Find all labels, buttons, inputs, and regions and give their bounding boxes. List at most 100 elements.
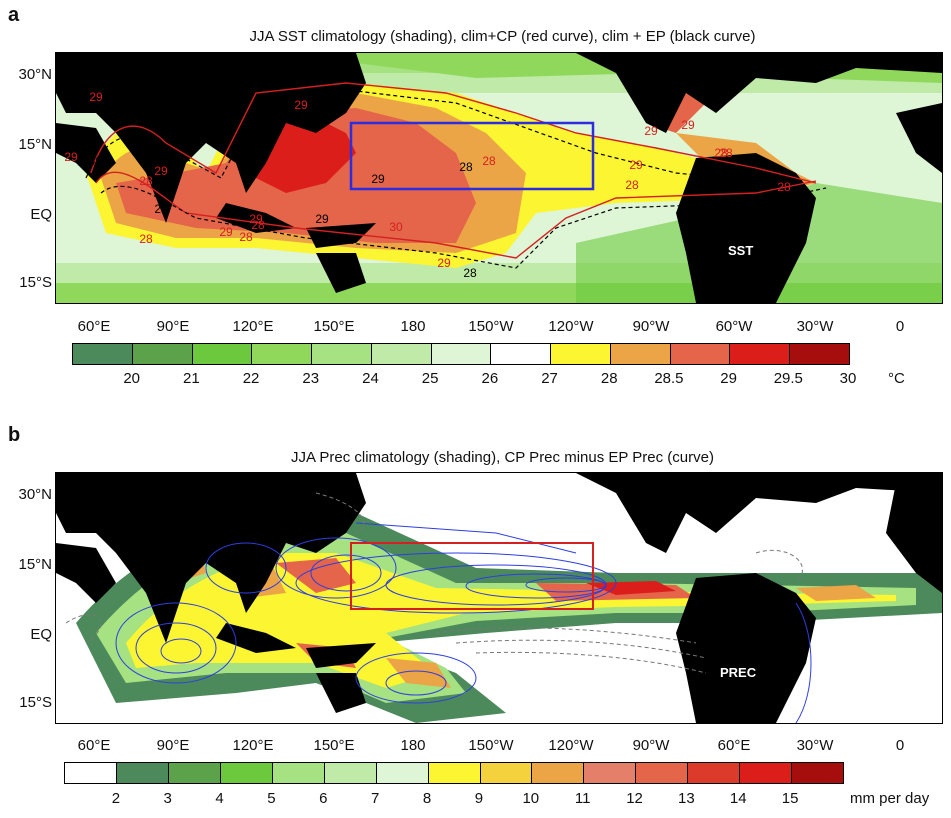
contour-label: 29 — [154, 202, 168, 216]
colorbar-swatch — [551, 344, 611, 364]
contour-label: 28 — [777, 180, 791, 194]
colorbar-tick-label: 29.5 — [773, 370, 803, 387]
lon-label: 0 — [895, 737, 905, 754]
precip-map: PREC — [55, 472, 943, 724]
contour-label: 29 — [629, 158, 643, 172]
panel-b-letter: b — [8, 424, 21, 446]
colorbar-swatch — [132, 344, 193, 364]
contour-label: 29 — [154, 164, 168, 178]
lon-label: 60°E — [77, 737, 111, 754]
lon-label: 150°E — [313, 737, 355, 754]
colorbar-tick-label: 29 — [720, 370, 737, 387]
colorbar-swatch — [491, 344, 552, 364]
colorbar-swatch — [688, 763, 741, 783]
contour-label: 28 — [625, 178, 639, 192]
contour-label: 29 — [249, 212, 263, 226]
lon-label: 0 — [895, 318, 905, 335]
sst-map: 29 29 29 28 28 29 29 29 28 29 28 28 29 2… — [55, 52, 943, 304]
contour-label: 28 — [459, 160, 473, 174]
colorbar-swatch — [116, 763, 169, 783]
colorbar-swatch — [192, 344, 253, 364]
colorbar-swatch — [636, 763, 689, 783]
lat-label: 15°S — [19, 694, 52, 711]
colorbar-swatch — [792, 763, 844, 783]
colorbar-tick-label: 13 — [678, 790, 695, 807]
colorbar-tick-label: 14 — [729, 790, 747, 807]
colorbar-tick-label: 5 — [267, 790, 276, 807]
lat-label: 15°N — [18, 136, 52, 153]
lon-label: 120°E — [232, 318, 274, 335]
colorbar-swatch — [584, 763, 637, 783]
colorbar-swatch — [324, 763, 377, 783]
lon-label: 60°E — [717, 737, 751, 754]
colorbar-tick-label: 7 — [371, 790, 380, 807]
panel-a-letter: a — [8, 4, 20, 26]
lon-label: 180 — [400, 737, 426, 754]
colorbar-tick-label: 22 — [242, 370, 260, 387]
contour-label: 29 — [294, 98, 308, 112]
contour-label: 28 — [714, 146, 728, 160]
lat-label: 30°N — [18, 486, 52, 503]
colorbar-swatch — [312, 344, 372, 364]
colorbar-swatch — [428, 763, 481, 783]
colorbar-tick-label: 4 — [215, 790, 224, 807]
contour-label: 29 — [64, 150, 78, 164]
colorbar-swatch — [73, 344, 133, 364]
lon-label: 90°W — [632, 318, 670, 335]
panel-b-title: JJA Prec climatology (shading), CP Prec … — [291, 449, 714, 466]
lon-label: 90°W — [632, 737, 670, 754]
colorbar-swatch — [168, 763, 221, 783]
colorbar-swatch — [65, 763, 117, 783]
colorbar-swatch — [272, 763, 325, 783]
contour-label: 28 — [139, 174, 153, 188]
lon-label: 90°E — [156, 318, 190, 335]
colorbar-tick-label: 25 — [421, 370, 439, 387]
colorbar-tick-label: 21 — [183, 370, 200, 387]
colorbar-tick-label: 28 — [600, 370, 618, 387]
colorbar-swatch — [790, 344, 849, 364]
lon-label: 90°E — [156, 737, 190, 754]
sst-map-canvas: 29 29 29 28 28 29 29 29 28 29 28 28 29 2… — [56, 53, 942, 303]
lon-label: 60°E — [77, 318, 111, 335]
cp-region-box-a — [349, 121, 595, 191]
contour-label: 28 — [251, 218, 265, 232]
contour-label: 28 — [719, 146, 733, 160]
contour-label: 30 — [389, 220, 403, 234]
colorbar-tick-label: 2 — [111, 790, 121, 807]
colorbar-tick-label: 23 — [302, 370, 320, 387]
lat-label: 15°S — [19, 274, 52, 291]
colorbar-swatch — [431, 344, 492, 364]
contour-label: 29 — [437, 256, 451, 270]
colorbar-tick-label: 12 — [626, 790, 643, 807]
colorbar-tick-label: 15 — [781, 790, 799, 807]
colorbar-swatch — [480, 763, 533, 783]
contour-label: 29 — [681, 118, 695, 132]
precip-unit: mm per day — [850, 790, 930, 807]
contour-label: 29 — [644, 124, 658, 138]
colorbar-tick-label: 26 — [481, 370, 499, 387]
lat-label: EQ — [30, 206, 52, 223]
colorbar-tick-label: 11 — [574, 790, 591, 807]
lon-label: 180 — [400, 318, 426, 335]
precip-colorbar — [64, 762, 844, 784]
cp-region-box-b — [350, 542, 594, 610]
sst-tag: SST — [728, 243, 754, 258]
colorbar-swatch — [252, 344, 313, 364]
contour-label: 29 — [371, 172, 385, 186]
lat-label: EQ — [30, 626, 52, 643]
colorbar-tick-label: 8 — [422, 790, 432, 807]
contour-label: 28 — [463, 266, 477, 280]
lon-label: 150°E — [313, 318, 355, 335]
colorbar-swatch — [376, 763, 429, 783]
colorbar-swatch — [670, 344, 731, 364]
colorbar-tick-label: 9 — [474, 790, 484, 807]
colorbar-swatch — [740, 763, 793, 783]
colorbar-tick-label: 6 — [319, 790, 328, 807]
colorbar-tick-label: 30 — [839, 370, 857, 387]
lon-label: 60°W — [715, 318, 753, 335]
panel-a-title: JJA SST climatology (shading), clim+CP (… — [249, 28, 756, 45]
colorbar-swatch — [371, 344, 432, 364]
colorbar-swatch — [220, 763, 273, 783]
contour-label: 28 — [482, 154, 496, 168]
lon-label: 150°W — [468, 318, 514, 335]
